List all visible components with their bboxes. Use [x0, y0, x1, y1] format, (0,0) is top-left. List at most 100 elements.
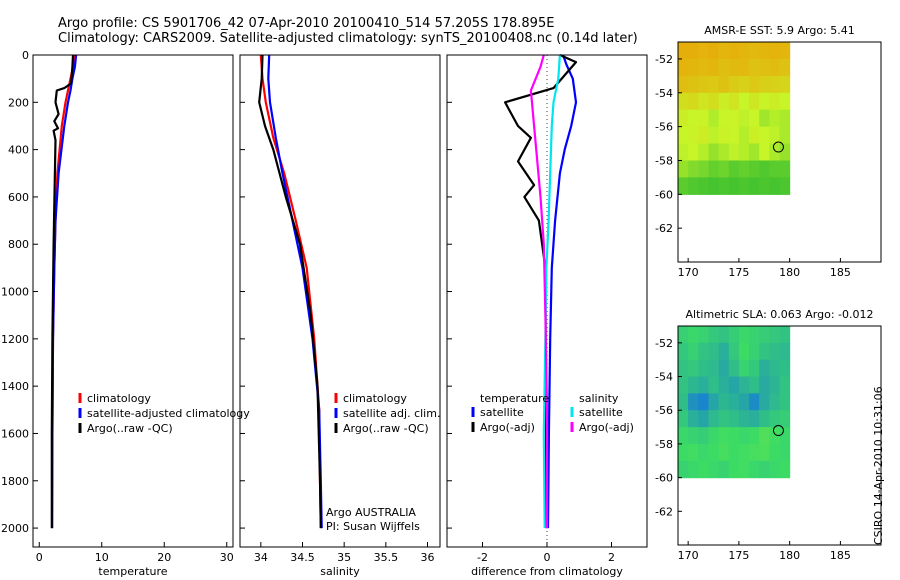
heatmap-cell [759, 92, 770, 111]
heatmap-cell [708, 443, 720, 462]
heatmap-cell [759, 359, 770, 378]
plot-frame [239, 54, 441, 548]
heatmap-cell [738, 460, 750, 479]
heatmap-cell [779, 143, 791, 161]
y-tick-label: -52 [655, 337, 673, 350]
timestamp-stamp: CSIRO 14-Apr-2010 10:31:06 [872, 386, 885, 545]
heatmap-cell [678, 143, 689, 161]
heatmap-cell [708, 393, 720, 411]
heatmap-cell [738, 42, 750, 60]
heatmap-cell [779, 177, 791, 195]
heatmap-cell [728, 342, 740, 361]
heatmap-cell [678, 92, 689, 111]
heatmap-cell [718, 109, 730, 128]
heatmap-cell [678, 460, 689, 479]
y-tick-label: -56 [655, 404, 673, 417]
heatmap-cell [718, 126, 730, 145]
heatmap-cell [678, 342, 689, 361]
heatmap-cell [759, 460, 770, 479]
y-tick-label: -62 [655, 222, 673, 235]
heatmap-cell [779, 42, 791, 60]
y-tick-label: -62 [655, 505, 673, 518]
heatmap-cell [688, 143, 699, 161]
y-tick-label: 1200 [1, 333, 29, 346]
series-line-3-4 [529, 54, 549, 529]
heatmap-cell [718, 160, 730, 178]
heatmap-cell [738, 443, 750, 462]
heatmap-cell [759, 75, 770, 94]
heatmap-cell [769, 326, 781, 344]
heatmap-cell [728, 460, 740, 479]
heatmap-cell [698, 58, 710, 77]
heatmap-cell [779, 126, 791, 145]
heatmap-cell [698, 342, 710, 361]
heatmap-cell [759, 143, 770, 161]
legend-label: climatology [343, 392, 407, 405]
heatmap-cell [678, 427, 689, 445]
legend-label: Argo(-adj) [480, 421, 535, 434]
heatmap-cell [779, 58, 791, 77]
heatmap-cell [708, 42, 720, 60]
heatmap-cell [698, 410, 710, 428]
map-title: Altimetric SLA: 0.063 Argo: -0.012 [686, 308, 874, 321]
heatmap-cell [779, 160, 791, 178]
heatmap-cell [728, 109, 740, 128]
heatmap-cell [749, 359, 760, 378]
heatmap-cell [678, 177, 689, 195]
heatmap-cell [779, 393, 791, 411]
heatmap-cell [698, 75, 710, 94]
heatmap-cell [779, 359, 791, 378]
heatmap-cell [678, 109, 689, 128]
heatmap-cell [698, 359, 710, 378]
heatmap-cell [759, 427, 770, 445]
heatmap-cell [769, 109, 781, 128]
y-tick-label: 400 [8, 144, 29, 157]
legend-label: satellite [579, 406, 623, 419]
heatmap-cell [738, 393, 750, 411]
legend-label: satellite [480, 406, 524, 419]
y-tick-label: -54 [655, 371, 673, 384]
heatmap-cell [749, 326, 760, 344]
heatmap-cell [738, 92, 750, 111]
heatmap-cell [708, 143, 720, 161]
heatmap-cell [698, 177, 710, 195]
heatmap-cell [708, 376, 720, 394]
heatmap-cell [749, 109, 760, 128]
heatmap-cell [708, 109, 720, 128]
heatmap-cell [738, 359, 750, 378]
heatmap-cell [769, 143, 781, 161]
legend-group-title: salinity [579, 392, 619, 405]
heatmap-cell [769, 177, 781, 195]
y-tick-label: -58 [655, 154, 673, 167]
map-panel-1: AMSR-E SST: 5.9 Argo: 5.41 170 175 180 185 -5… [655, 24, 882, 279]
heatmap-cell [738, 342, 750, 361]
figure-title-line1: Argo profile: CS 5901706_42 07-Apr-2010 … [58, 16, 554, 31]
y-tick-label: 1000 [1, 286, 29, 299]
heatmap-cell [708, 410, 720, 428]
x-tick-label: 175 [728, 266, 749, 279]
map-title: AMSR-E SST: 5.9 Argo: 5.41 [704, 24, 855, 37]
heatmap-cell [678, 75, 689, 94]
heatmap-cell [749, 160, 760, 178]
heatmap-cell [759, 160, 770, 178]
series-line-3-1 [546, 54, 578, 529]
heatmap-cell [688, 58, 699, 77]
series-line-2-3 [258, 54, 322, 529]
heatmap-cell [678, 42, 689, 60]
heatmap-cell [678, 326, 689, 344]
heatmap-cell [749, 460, 760, 479]
x-tick-label: 34.5 [290, 551, 315, 564]
heatmap-cell [738, 160, 750, 178]
map-panel-2: Altimetric SLA: 0.063 Argo: -0.012 170 175… [655, 308, 882, 562]
heatmap-cell [678, 160, 689, 178]
heatmap-cell [769, 376, 781, 394]
series-line-2-1 [259, 54, 322, 529]
x-axis-label: difference from climatology [471, 565, 623, 578]
argo-float-marker [772, 425, 784, 437]
heatmap-cell [698, 376, 710, 394]
heatmap-cell [769, 460, 781, 479]
heatmap-cell [749, 58, 760, 77]
heatmap-cell [728, 160, 740, 178]
heatmap-cell [779, 342, 791, 361]
